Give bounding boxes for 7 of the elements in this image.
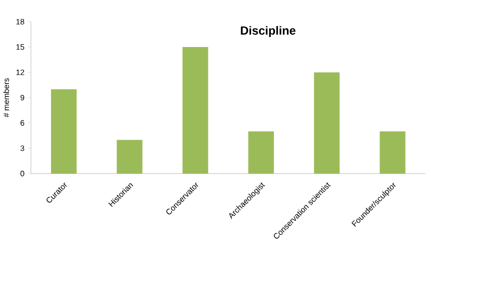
bar xyxy=(51,89,77,174)
bar xyxy=(116,140,142,174)
bar xyxy=(380,131,406,174)
bar xyxy=(248,131,274,174)
bar xyxy=(314,72,340,174)
bar xyxy=(182,47,208,174)
chart-title: Discipline xyxy=(240,26,296,38)
